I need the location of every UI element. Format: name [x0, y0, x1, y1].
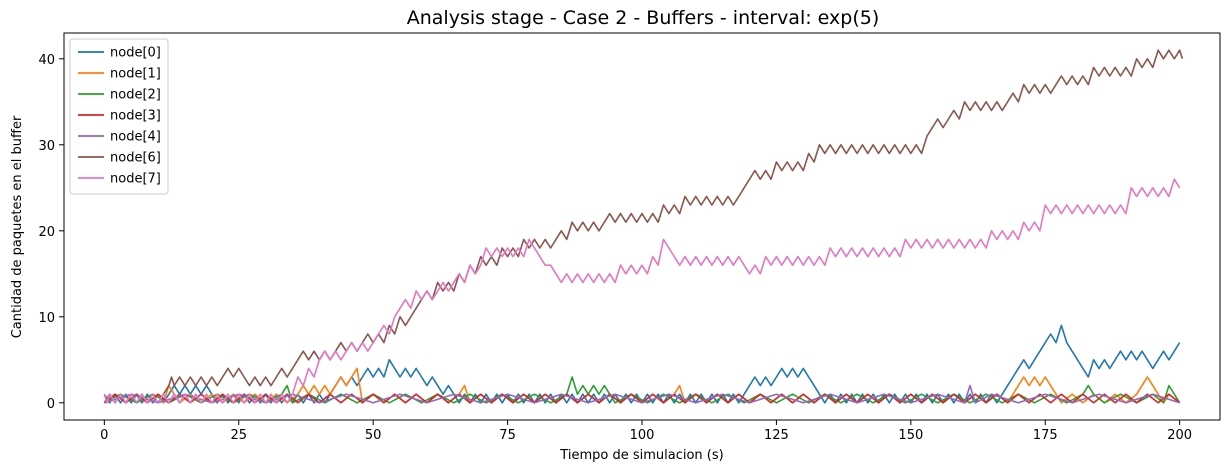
series-line-node-5 — [103, 49, 1184, 404]
legend-label: node[6] — [110, 151, 161, 166]
x-tick-label: 25 — [230, 428, 247, 443]
x-tick-label: 175 — [1033, 428, 1058, 443]
legend-label: node[3] — [110, 109, 161, 124]
plot-frame — [63, 32, 1221, 421]
series-layer — [103, 49, 1184, 404]
x-tick-label: 200 — [1167, 428, 1192, 443]
legend-label: node[0] — [110, 46, 161, 61]
x-axis-label: Tiempo de simulacion (s) — [559, 448, 723, 463]
x-tick-label: 100 — [630, 428, 655, 443]
legend-box — [69, 38, 169, 195]
legend-label: node[7] — [110, 172, 161, 187]
y-tick-label: 20 — [38, 225, 55, 240]
axes-layer: 0 25 50 75 100 125 150 175 200 0 10 20 30 40 — [38, 53, 1192, 443]
legend-label: node[2] — [110, 88, 161, 103]
series-line-node-6 — [103, 178, 1181, 404]
legend: node[0] node[1] node[2] node[3] node[4] node[… — [69, 38, 169, 195]
legend-label: node[4] — [110, 130, 161, 145]
y-tick-label: 10 — [38, 311, 55, 326]
series-line-node-2 — [103, 376, 1181, 404]
plot-area — [64, 33, 1220, 420]
x-tick-label: 150 — [898, 428, 923, 443]
y-tick-label: 30 — [38, 139, 55, 154]
x-tick-label: 125 — [764, 428, 789, 443]
x-tick-label: 75 — [499, 428, 516, 443]
x-tick-label: 50 — [365, 428, 382, 443]
y-tick-label: 0 — [47, 397, 55, 412]
y-axis-label: Cantidad de paquetes en el buffer — [10, 115, 25, 338]
x-tick-label: 0 — [100, 428, 108, 443]
y-tick-label: 40 — [38, 53, 55, 68]
legend-label: node[1] — [110, 67, 161, 82]
chart-title: Analysis stage - Case 2 - Buffers - inte… — [407, 7, 880, 29]
